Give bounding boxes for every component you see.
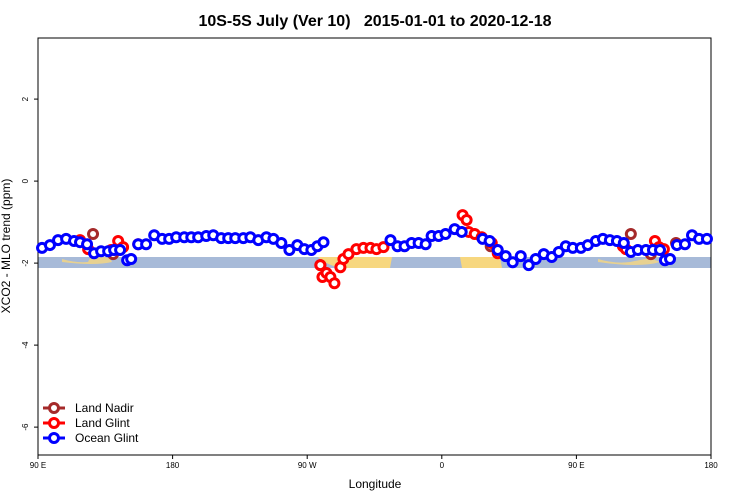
point (499, 250, 512, 263)
point (617, 237, 630, 250)
land-ocean-band (38, 257, 711, 268)
point (140, 238, 153, 251)
point (125, 253, 138, 266)
point (514, 250, 527, 263)
point (43, 239, 56, 252)
point (439, 227, 452, 240)
chart-title: 10S-5S July (Ver 10) 2015-01-01 to 2020-… (198, 13, 551, 30)
point (275, 237, 288, 250)
point (328, 277, 341, 290)
x-tick-label: 90 E (30, 461, 46, 470)
y-tick-label: -2 (21, 259, 30, 267)
point (455, 225, 468, 238)
point (522, 259, 535, 272)
point (384, 234, 397, 247)
point (624, 227, 637, 240)
legend-label: Ocean Glint (75, 431, 139, 445)
legend-marker (48, 402, 60, 414)
y-tick-label: -6 (21, 423, 30, 431)
point (314, 259, 327, 272)
point (700, 232, 713, 245)
x-tick-label: 90 W (298, 461, 317, 470)
legend-label: Land Glint (75, 416, 130, 430)
legend-label: Land Nadir (75, 401, 134, 415)
land-patch (598, 258, 660, 265)
point (377, 241, 390, 254)
y-tick-label: -4 (21, 341, 30, 349)
land-patch (62, 257, 112, 264)
point (654, 243, 667, 256)
point (506, 256, 519, 269)
legend-marker (48, 417, 60, 429)
point (529, 253, 542, 266)
x-tick-label: 180 (166, 461, 180, 470)
point (317, 236, 330, 249)
land-patch (460, 257, 502, 268)
point (483, 234, 496, 247)
point (491, 243, 504, 256)
point (678, 238, 691, 251)
point (87, 227, 100, 240)
point (460, 214, 473, 227)
y-tick-label: 2 (21, 96, 30, 101)
x-tick-label: 180 (704, 461, 718, 470)
y-axis-label: XCO2 - MLO trend (ppm) (0, 179, 13, 314)
x-tick-label: 90 E (568, 461, 584, 470)
point (114, 243, 127, 256)
point (664, 253, 677, 266)
point (81, 238, 94, 251)
point (419, 238, 432, 251)
x-axis-label: Longitude (349, 477, 402, 491)
y-tick-label: 0 (21, 178, 30, 183)
legend-marker (48, 432, 60, 444)
x-tick-label: 0 (440, 461, 445, 470)
